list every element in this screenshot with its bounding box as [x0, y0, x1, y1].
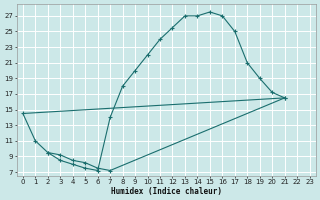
X-axis label: Humidex (Indice chaleur): Humidex (Indice chaleur) [111, 187, 222, 196]
